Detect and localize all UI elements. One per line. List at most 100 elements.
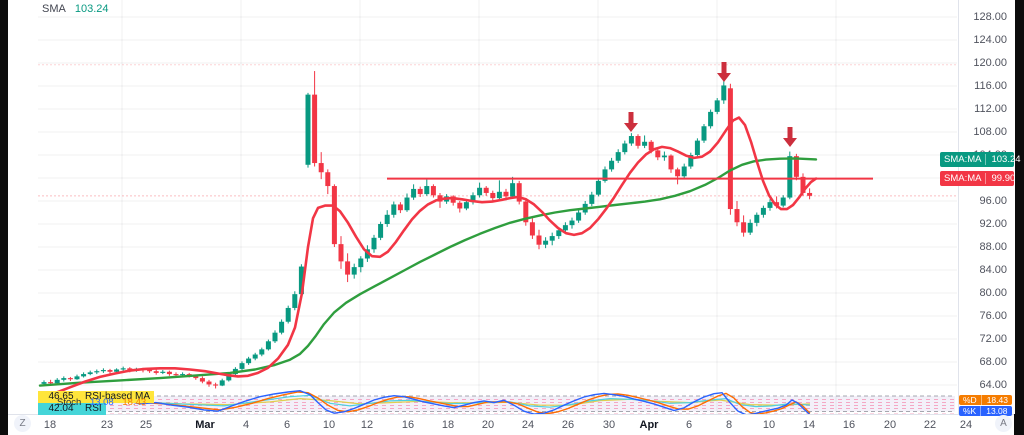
candle-body <box>523 201 529 223</box>
candle-body <box>160 371 166 373</box>
price-axis-label: 96.00 <box>979 195 1007 207</box>
candle-body <box>325 172 331 187</box>
candle-body <box>602 169 608 181</box>
candle-body <box>681 166 687 177</box>
candle-body <box>595 180 601 195</box>
price-axis-label: 64.00 <box>979 379 1007 391</box>
candle-body <box>424 186 430 195</box>
candle-body <box>180 374 186 376</box>
candle-body <box>100 370 106 372</box>
down-arrow-marker <box>624 112 638 132</box>
candle-body <box>338 244 344 262</box>
candle-body <box>655 150 661 158</box>
candle-body <box>384 214 390 224</box>
time-axis[interactable]: 18 23 25 Mar 4 6 10 12 16 18 20 24 26 30 Apr 6 8 10 14 16 20… <box>8 414 1014 435</box>
candle-body <box>213 384 219 386</box>
candle-body <box>483 187 489 193</box>
candle-body <box>166 371 172 375</box>
sma-green-tag-value: 103.24 <box>991 154 1021 165</box>
candle-body <box>252 354 258 359</box>
sma-red-tag-label: SMA:MA <box>940 173 987 184</box>
price-axis-label: 116.00 <box>974 80 1007 92</box>
candle-body <box>589 194 595 204</box>
time-axis-label: 26 <box>561 419 575 431</box>
stoch-k-tag-label: %K <box>959 406 982 416</box>
candle-body <box>391 204 397 215</box>
time-axis-label: 20 <box>883 419 897 431</box>
time-axis-label: Apr <box>639 419 659 431</box>
candle-body <box>503 191 509 197</box>
time-axis-label: 6 <box>685 419 693 431</box>
candle-body <box>87 372 93 375</box>
candle-body <box>265 341 271 350</box>
candle-body <box>259 349 265 355</box>
down-arrow-marker <box>783 127 797 147</box>
price-axis-label: 112.00 <box>974 103 1007 115</box>
time-axis-label: 18 <box>43 419 57 431</box>
time-axis-label: 30 <box>602 419 616 431</box>
candle-body <box>305 94 311 165</box>
stoch-k-price-tag: %K 13.08 <box>959 406 1012 416</box>
rsi-value-badge[interactable]: 42.04 <box>38 403 84 415</box>
candle-body <box>463 202 469 209</box>
candle-body <box>318 163 324 173</box>
candle-body <box>67 378 73 380</box>
candle-body <box>397 204 403 211</box>
candle-body <box>61 378 67 380</box>
candle-body <box>199 378 205 382</box>
candle-body <box>404 197 410 211</box>
candle-body <box>774 202 780 206</box>
price-axis-label: 92.00 <box>979 218 1007 230</box>
right-edge-strip <box>1014 0 1024 435</box>
time-axis-label: 24 <box>521 419 535 431</box>
candle-body <box>708 111 714 127</box>
candle-body <box>609 160 615 170</box>
candle-body <box>411 188 417 198</box>
stoch-k-tag-value: 13.08 <box>986 406 1008 416</box>
candle-body <box>246 358 252 364</box>
indicator-legend[interactable]: SMA 103.24 <box>42 3 109 15</box>
rsi-ma-label-badge[interactable]: RSI-based MA <box>81 391 155 403</box>
candle-body <box>490 192 496 199</box>
candle-body <box>312 94 318 164</box>
candle-body <box>120 368 126 370</box>
candle-body <box>556 230 562 237</box>
a-button[interactable]: A <box>995 415 1012 432</box>
candle-body <box>147 370 153 372</box>
time-axis-label: 20 <box>481 419 495 431</box>
price-axis-label: 128.00 <box>973 11 1007 23</box>
candle-body <box>741 222 747 233</box>
down-arrow-marker <box>717 62 731 82</box>
candle-body <box>378 224 384 238</box>
candle-body <box>793 156 799 177</box>
stoch-d-tag-label: %D <box>959 395 982 405</box>
candle-body <box>727 88 733 210</box>
z-button[interactable]: Z <box>14 415 31 432</box>
stoch-legend[interactable]: Stoch 13.08 18.43 <box>57 397 146 408</box>
candle-body <box>430 186 436 196</box>
candle-body <box>417 188 423 195</box>
price-axis[interactable]: 128.00124.00120.00116.00112.00108.00104.… <box>958 0 1015 414</box>
candle-body <box>496 191 502 199</box>
time-axis-label: 14 <box>802 419 816 431</box>
candle-body <box>226 374 232 381</box>
candle-body <box>107 370 113 372</box>
candle-body <box>549 236 555 241</box>
candle-body <box>694 140 700 155</box>
time-axis-label: 22 <box>923 419 937 431</box>
candle-body <box>615 152 621 161</box>
sma-red-tag-value: 99.90 <box>991 173 1016 184</box>
rsi-ma-value-badge[interactable]: 46.65 <box>38 391 84 403</box>
price-axis-label: 88.00 <box>979 241 1007 253</box>
candle-body <box>767 202 773 208</box>
rsi-label-badge[interactable]: RSI <box>81 403 106 415</box>
time-axis-label: 12 <box>360 419 374 431</box>
candle-body <box>516 183 522 202</box>
candle-body <box>721 85 727 101</box>
candle-body <box>648 141 654 151</box>
candle-body <box>734 209 740 223</box>
sma-red-price-tag: SMA:MA 99.90 <box>940 171 1015 186</box>
price-axis-label: 108.00 <box>973 126 1007 138</box>
